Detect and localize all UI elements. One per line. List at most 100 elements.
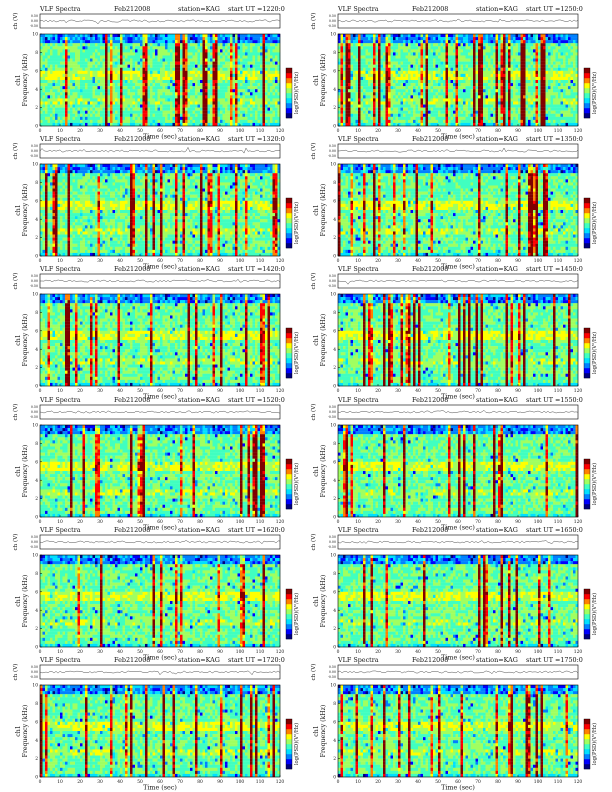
- spectrogram-cell: [100, 70, 103, 75]
- spectrogram-cell: [425, 110, 429, 114]
- spectrogram-cell: [197, 34, 201, 38]
- spectrogram-cell: [443, 101, 446, 105]
- spectrogram-cell: [370, 80, 374, 84]
- spectrogram-cell: [340, 43, 344, 47]
- spectrogram-cell: [495, 86, 499, 90]
- spectrogram-cell: [132, 119, 136, 124]
- spectrogram-cell: [245, 92, 248, 96]
- spectrogram-cell: [368, 116, 371, 121]
- spectrogram-cell: [62, 64, 66, 68]
- spectrogram-cell: [495, 67, 499, 71]
- spectrogram-cell: [95, 73, 98, 78]
- spectrogram-cell: [47, 49, 51, 53]
- spectrogram-cell: [182, 64, 186, 68]
- spectrogram-cell: [140, 61, 143, 65]
- spectrogram-cell: [277, 55, 281, 59]
- spectrogram-cell: [413, 116, 416, 121]
- spectrogram-cell: [192, 104, 196, 108]
- spectrogram-cell: [488, 113, 491, 117]
- spectrogram-cell: [212, 119, 216, 124]
- spectrogram-cell: [348, 58, 351, 62]
- spectrogram-cell: [443, 61, 446, 65]
- spectrogram-cell: [227, 43, 231, 47]
- spectrogram-cell: [378, 110, 381, 114]
- spectrogram-cell: [360, 101, 364, 105]
- spectrogram-cell: [498, 83, 501, 87]
- spectrogram-cell: [378, 107, 381, 111]
- spectrogram-cell: [480, 34, 484, 38]
- spectrogram-cell: [460, 116, 464, 121]
- spectrogram-cell: [92, 37, 96, 41]
- spectrogram-cell: [473, 119, 476, 124]
- spectrogram-cell: [343, 98, 346, 102]
- spectrogram-cell: [398, 40, 401, 44]
- spectrogram-cell: [250, 92, 253, 96]
- spectrogram-cell: [375, 98, 379, 102]
- spectrogram-cell: [495, 92, 499, 96]
- spectrogram-cell: [453, 89, 456, 93]
- spectrogram-cell: [425, 49, 429, 53]
- spectrogram-cell: [95, 107, 98, 111]
- spectrogram-cell: [130, 86, 133, 90]
- spectrogram-cell: [180, 73, 183, 78]
- spectrogram-cell: [443, 73, 446, 78]
- spectrogram-cell: [195, 70, 198, 75]
- spectrogram-cell: [383, 73, 386, 78]
- spectrogram-cell: [425, 46, 429, 50]
- spectrogram-cell: [388, 116, 391, 121]
- spectrogram-cell: [338, 76, 341, 81]
- spectrogram-cell: [495, 110, 499, 114]
- spectrogram-cell: [340, 55, 344, 59]
- spectrogram-cell: [107, 49, 111, 53]
- spectrogram-cell: [473, 80, 476, 84]
- spectrogram-cell: [255, 46, 258, 50]
- spectrogram-cell: [250, 73, 253, 78]
- spectrogram-cell: [353, 83, 356, 87]
- spectrogram-cell: [368, 55, 371, 59]
- spectrogram-cell: [433, 34, 436, 38]
- spectrogram-cell: [262, 101, 266, 105]
- spectrogram-cell: [383, 43, 386, 47]
- spectrogram-cell: [170, 80, 173, 84]
- spectrogram-cell: [45, 95, 48, 99]
- spectrogram-cell: [205, 116, 208, 121]
- spectrogram-cell: [257, 122, 261, 127]
- spectrogram-cell: [95, 61, 98, 65]
- spectrogram-cell: [207, 101, 211, 105]
- spectrogram-cell: [255, 83, 258, 87]
- spectrogram-cell: [212, 92, 216, 96]
- spectrogram-cell: [410, 49, 414, 53]
- spectrogram-cell: [485, 76, 489, 81]
- spectrogram-cell: [180, 55, 183, 59]
- spectrogram-cell: [503, 86, 506, 90]
- spectrogram-cell: [162, 55, 166, 59]
- spectrogram-cell: [428, 101, 431, 105]
- spectrogram-cell: [177, 92, 181, 96]
- spectrogram-cell: [52, 52, 56, 56]
- spectrogram-cell: [420, 113, 424, 117]
- spectrogram-cell: [182, 116, 186, 121]
- spectrogram-cell: [458, 89, 461, 93]
- spectrogram-cell: [162, 86, 166, 90]
- spectrogram-cell: [197, 49, 201, 53]
- spectrogram-cell: [215, 83, 218, 87]
- spectrogram-cell: [448, 55, 451, 59]
- spectrogram-cell: [340, 86, 344, 90]
- spectrogram-cell: [165, 34, 168, 38]
- spectrogram-cell: [443, 55, 446, 59]
- spectrogram-cell: [240, 113, 243, 117]
- spectrogram-cell: [503, 101, 506, 105]
- spectrogram-cell: [393, 113, 396, 117]
- spectrogram-cell: [368, 83, 371, 87]
- spectrogram-cell: [122, 95, 126, 99]
- spectrogram-cell: [207, 95, 211, 99]
- spectrogram-cell: [240, 116, 243, 121]
- spectrogram-cell: [215, 92, 218, 96]
- spectrogram-cell: [165, 76, 168, 81]
- spectrogram-cell: [473, 40, 476, 44]
- spectrogram-cell: [262, 52, 266, 56]
- spectrogram-cell: [445, 40, 449, 44]
- spectrogram-cell: [423, 46, 426, 50]
- spectrogram-cell: [265, 49, 268, 53]
- spectrogram-cell: [202, 55, 206, 59]
